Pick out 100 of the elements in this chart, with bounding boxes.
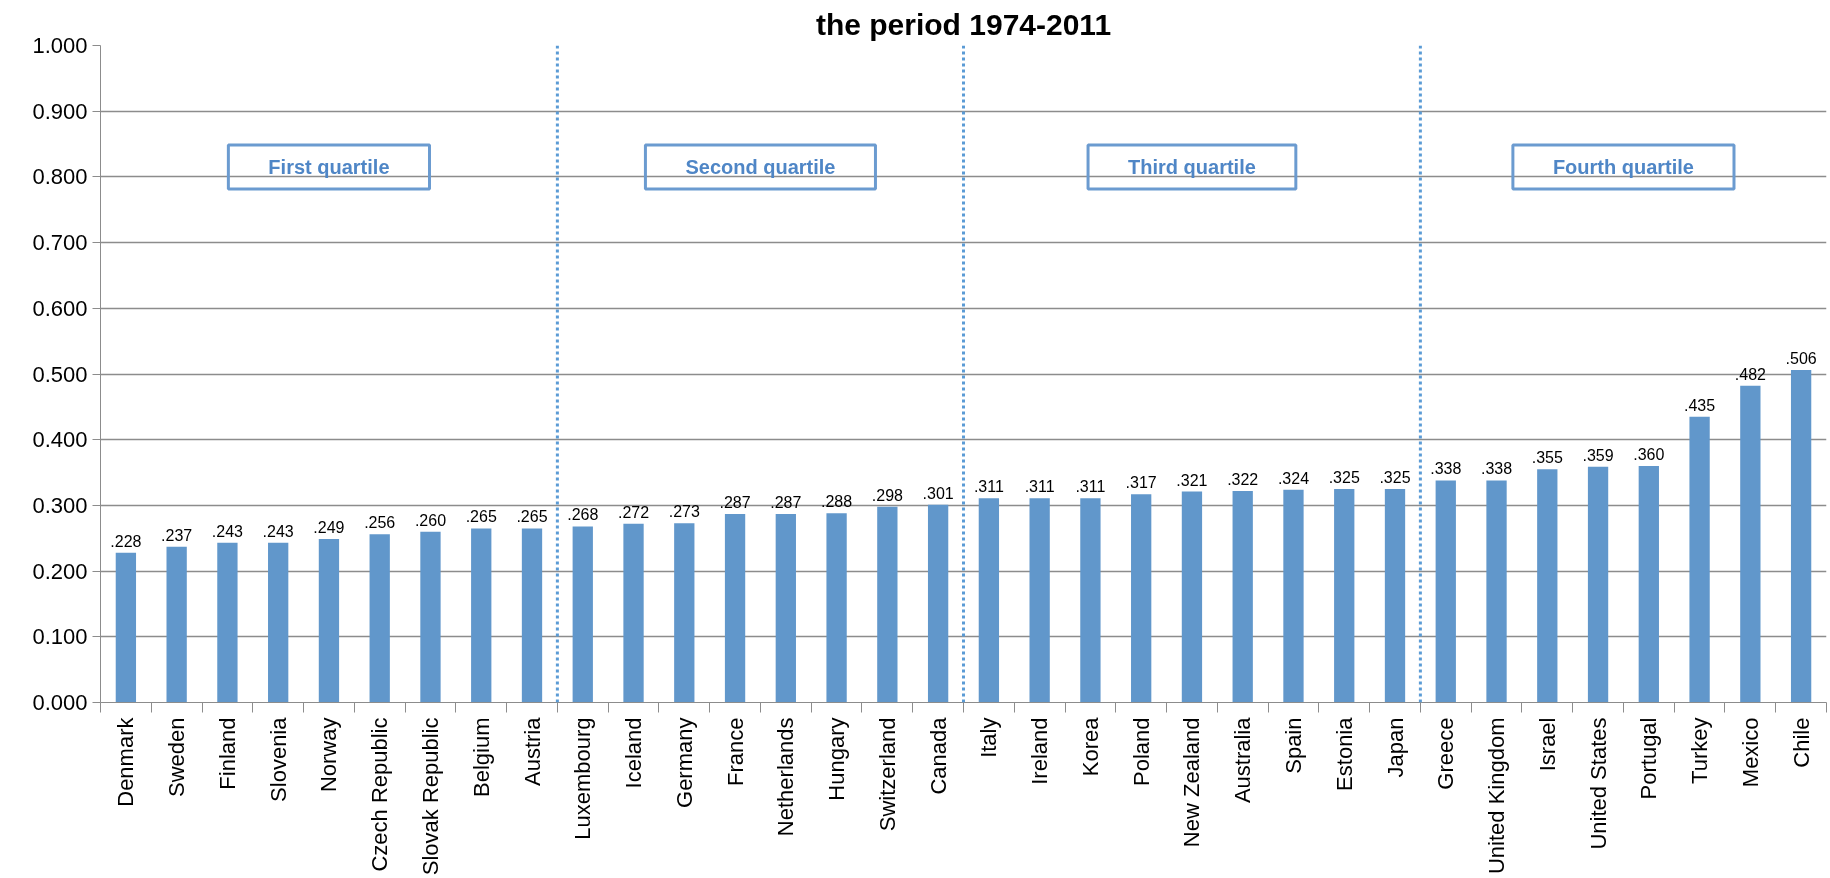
data-label: .506 [1785, 350, 1817, 368]
bar [217, 542, 238, 703]
x-tick-label: Portugal [1636, 717, 1662, 800]
x-tick-label: Switzerland [874, 717, 900, 832]
x-tick-label: Turkey [1687, 717, 1713, 784]
x-tick-label: Israel [1534, 717, 1560, 772]
data-label: .243 [262, 522, 294, 540]
x-tick-label: Denmark [113, 716, 139, 807]
bar [1384, 488, 1406, 703]
bar [471, 528, 492, 703]
bar [166, 546, 187, 703]
y-tick-label: 0.800 [32, 164, 88, 190]
y-tick-label: 0.200 [32, 558, 88, 584]
data-label: .287 [770, 493, 802, 511]
data-label: .338 [1430, 460, 1462, 478]
bar [420, 531, 441, 703]
data-label: .265 [516, 508, 548, 526]
annotation: Second quartile [685, 156, 836, 179]
data-label: .355 [1531, 449, 1563, 467]
bar [1740, 385, 1761, 703]
bar [1131, 494, 1152, 703]
data-label: .311 [973, 478, 1004, 496]
data-label: .360 [1633, 445, 1665, 463]
bar [1283, 489, 1304, 703]
y-tick-label: 1.000 [32, 33, 88, 58]
x-tick-label: Luxembourg [570, 717, 596, 840]
data-label: .298 [871, 486, 904, 504]
data-label: .260 [414, 511, 447, 529]
x-tick-label: United Kingdom [1484, 717, 1510, 875]
x-tick-label: New Zealand [1179, 717, 1205, 848]
annotation: First quartile [268, 156, 390, 179]
x-tick-label: Spain [1280, 717, 1306, 774]
y-tick-label: 0.700 [32, 230, 88, 256]
bar [826, 513, 847, 703]
data-label: .311 [1024, 478, 1055, 496]
x-tick-label: Hungary [824, 717, 850, 801]
x-tick-label: Netherlands [773, 717, 799, 837]
x-tick-label: Australia [1230, 716, 1256, 804]
x-tick-label: France [722, 717, 748, 786]
bar [369, 534, 390, 703]
data-label: .324 [1277, 469, 1310, 487]
x-tick-label: Finland [214, 717, 240, 790]
x-tick-label: Poland [1128, 717, 1154, 786]
y-tick-label: 0.900 [32, 98, 88, 124]
data-label: .317 [1125, 474, 1157, 492]
bar [1486, 480, 1507, 703]
x-tick-label: Korea [1077, 716, 1103, 777]
data-label: .237 [161, 526, 193, 544]
bar [623, 523, 644, 703]
data-label: .228 [110, 532, 142, 550]
x-tick-label: Belgium [468, 717, 494, 797]
y-tick-label: 0.300 [32, 492, 88, 518]
x-tick-label: Italy [976, 717, 1002, 758]
y-tick-label: 0.500 [32, 361, 88, 387]
bar [268, 542, 289, 703]
bar [877, 506, 898, 703]
bar [1435, 480, 1456, 703]
bar [572, 526, 593, 703]
x-tick-label: Norway [316, 717, 342, 793]
bar [1689, 416, 1710, 703]
data-label: .268 [567, 506, 599, 524]
x-tick-label: Canada [925, 716, 951, 795]
bar [1790, 370, 1812, 703]
x-tick-label: Austria [519, 716, 545, 786]
x-tick-label: Chile [1788, 717, 1814, 768]
bar [1080, 498, 1101, 703]
data-label: .311 [1075, 478, 1106, 496]
data-label: .287 [719, 493, 751, 511]
data-label: .256 [364, 514, 396, 532]
data-label: .301 [922, 484, 954, 502]
y-tick-label: 0.000 [32, 690, 88, 715]
bar [318, 538, 340, 703]
data-label: .321 [1176, 471, 1208, 489]
annotation: Third quartile [1128, 156, 1256, 179]
x-tick-label: Greece [1433, 717, 1459, 790]
bar [927, 504, 949, 703]
bar [1334, 488, 1355, 703]
bar [1029, 498, 1050, 703]
y-tick-label: 0.600 [32, 295, 88, 321]
data-label: .243 [211, 522, 244, 540]
data-label: .288 [821, 493, 853, 511]
y-tick-label: 0.400 [32, 427, 88, 453]
x-tick-label: United States [1585, 717, 1611, 850]
bar [1638, 465, 1659, 703]
x-tick-label: Japan [1382, 717, 1408, 778]
x-tick-label: Iceland [621, 717, 647, 789]
data-label: .435 [1684, 396, 1716, 414]
bar [1232, 490, 1253, 703]
data-label: .265 [465, 508, 497, 526]
x-tick-label: Sweden [164, 717, 190, 797]
bar [1587, 466, 1609, 703]
data-label: .325 [1328, 468, 1360, 486]
x-tick-label: Slovenia [265, 716, 291, 802]
data-label: .338 [1480, 460, 1513, 478]
x-tick-label: Estonia [1331, 716, 1357, 791]
data-label: .322 [1227, 470, 1259, 488]
data-label: .273 [668, 503, 700, 521]
x-tick-label: Slovak Republic [417, 717, 443, 876]
x-tick-label: Ireland [1027, 717, 1053, 785]
x-tick-label: Germany [671, 717, 697, 808]
